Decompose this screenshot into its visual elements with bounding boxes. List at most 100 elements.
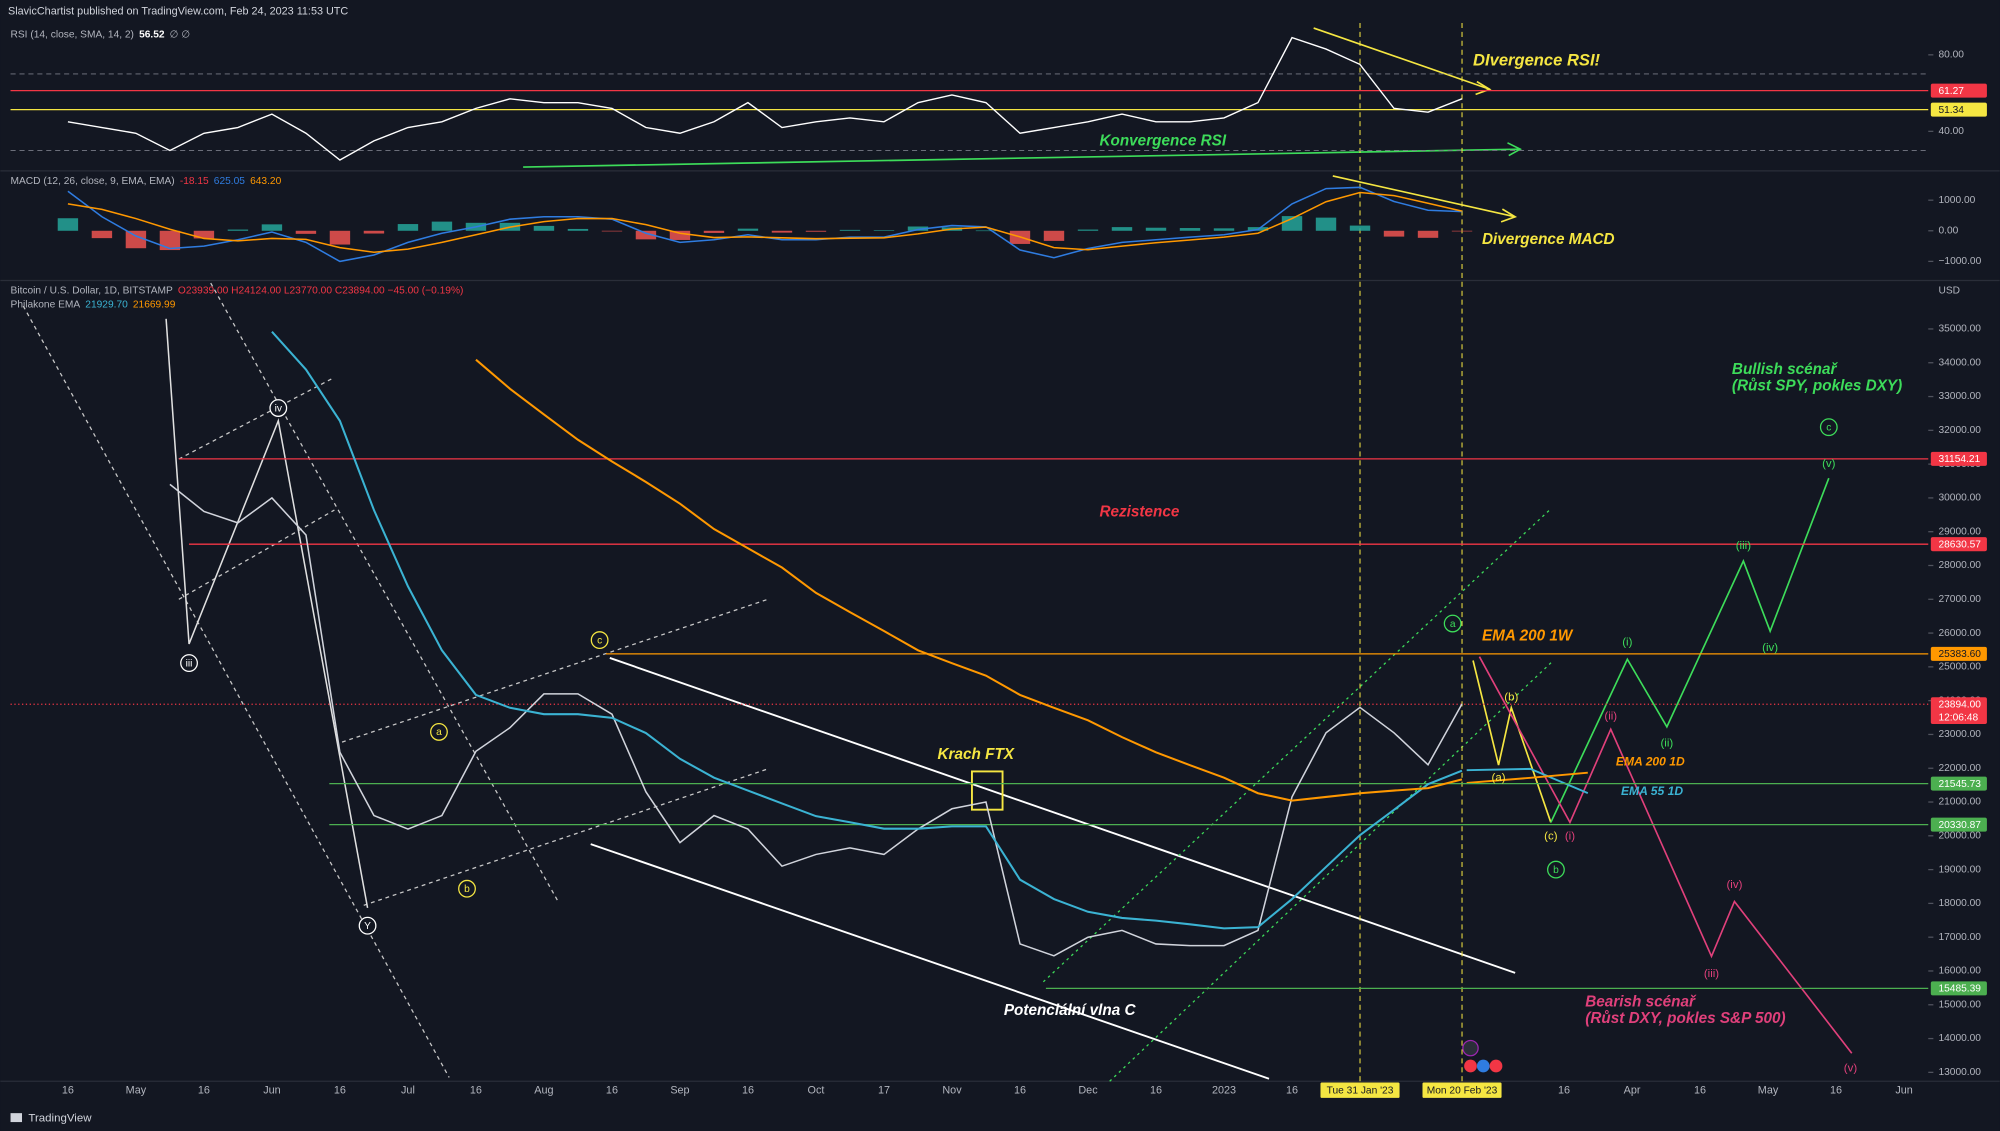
- trend-line: [210, 282, 560, 904]
- brand-text: TradingView: [28, 1112, 92, 1124]
- wave-label: (iv): [1726, 879, 1742, 891]
- level-label: 61.27: [1938, 86, 1964, 97]
- wave-label: c: [1826, 422, 1831, 433]
- legend-item: -18.15: [180, 176, 209, 187]
- level-label-box: [1930, 83, 1987, 98]
- legend-item: Bitcoin / U.S. Dollar, 1D, BITSTAMP: [11, 285, 173, 296]
- x-tick-label: 16: [470, 1085, 482, 1097]
- wave-circle: [590, 631, 609, 650]
- x-tick-label: 16: [606, 1085, 618, 1097]
- wave-label: a: [1450, 619, 1456, 630]
- y-tick-label: 26000.00: [1938, 628, 1981, 639]
- series-line: [169, 483, 1463, 957]
- y-tick-label: 19000.00: [1938, 864, 1981, 875]
- legend-item: 643.20: [250, 176, 281, 187]
- level-label: 20330.87: [1938, 820, 1981, 831]
- legend: Philakone EMA 21929.70 21669.99: [11, 299, 176, 310]
- legend-item: 56.52: [139, 29, 165, 40]
- annotation: Potenciální vlna C: [1004, 1002, 1137, 1019]
- x-tick-label: Sep: [670, 1085, 689, 1097]
- annotation: EMA 200 1W: [1482, 627, 1574, 644]
- wave-label: Y: [364, 921, 371, 932]
- wave-circle: [180, 654, 198, 672]
- x-tick-label: 16: [198, 1085, 210, 1097]
- legend-item: RSI (14, close, SMA, 14, 2): [11, 29, 134, 40]
- x-tick-label: Apr: [1624, 1085, 1641, 1097]
- wave-label: iii: [186, 658, 193, 669]
- annotation: Rezistence: [1099, 504, 1179, 521]
- legend: RSI (14, close, SMA, 14, 2) 56.52 ∅ ∅: [11, 29, 191, 40]
- legend-item: ∅ ∅: [170, 29, 191, 40]
- legend: Bitcoin / U.S. Dollar, 1D, BITSTAMP O2393…: [11, 285, 464, 296]
- y-tick-label: 29000.00: [1938, 526, 1981, 537]
- y-tick-label: 27000.00: [1938, 594, 1981, 605]
- trend-line: [178, 376, 335, 460]
- histogram-bar: [329, 230, 351, 245]
- wave-label: (iv): [1762, 642, 1778, 654]
- histogram-bar: [805, 230, 827, 232]
- y-tick-label: −1000.00: [1938, 256, 1981, 267]
- histogram-bar: [1077, 229, 1099, 231]
- y-tick-label: 21000.00: [1938, 797, 1981, 808]
- wave-circle: [1547, 860, 1565, 879]
- level-label: 21545.73: [1938, 779, 1981, 790]
- wave-label: (i): [1622, 637, 1632, 649]
- series-line: [271, 330, 1463, 930]
- y-tick-label: 22000.00: [1938, 763, 1981, 774]
- brand-logo: [10, 1113, 23, 1123]
- annotation: Divergence MACD: [1482, 231, 1615, 248]
- y-tick-label: 28000.00: [1938, 560, 1981, 571]
- wave-circle: [1819, 418, 1838, 437]
- annotation: (Růst SPY, pokles DXY): [1732, 377, 1902, 394]
- arrow: [1313, 27, 1490, 91]
- level-label-box: [1930, 451, 1987, 466]
- histogram-bar: [261, 224, 283, 231]
- y-tick-label: 32000.00: [1938, 425, 1981, 436]
- level-label: 25383.60: [1938, 649, 1981, 660]
- wave-label: iv: [275, 403, 283, 414]
- histogram-bar: [57, 218, 79, 231]
- projection-path: [1466, 771, 1588, 784]
- wave-label: a: [436, 727, 442, 738]
- x-tick-label: 16: [742, 1085, 754, 1097]
- event-icon: [1476, 1059, 1490, 1073]
- histogram-bar: [1213, 228, 1235, 231]
- projection-path: [1472, 660, 1552, 823]
- macd-line: [67, 191, 1463, 253]
- annotation: EMA 200 1D: [1616, 755, 1685, 769]
- histogram-bar: [1179, 228, 1201, 231]
- histogram-bar: [363, 230, 385, 234]
- y-tick-label: 23000.00: [1938, 729, 1981, 740]
- trend-line: [22, 305, 450, 1078]
- y-tick-label: 16000.00: [1938, 966, 1981, 977]
- level-label: 51.34: [1938, 105, 1964, 116]
- channel-line: [609, 657, 1516, 974]
- arrowhead: [1507, 142, 1523, 157]
- wave-circle: [269, 399, 288, 417]
- projection-path: [1478, 656, 1853, 1054]
- histogram-bar: [125, 230, 147, 249]
- x-tick-label: 16: [62, 1085, 74, 1097]
- x-marker-box: [1422, 1082, 1502, 1098]
- wave-label: (c): [1544, 830, 1558, 842]
- projection-path: [1550, 477, 1830, 823]
- y-tick-label: 34000.00: [1938, 357, 1981, 368]
- axis-label: USD: [1938, 285, 1960, 296]
- x-tick-label: Tue 31 Jan '23: [1327, 1086, 1394, 1097]
- histogram-bar: [159, 230, 181, 251]
- wave-label: c: [597, 635, 602, 646]
- histogram-bar: [975, 230, 997, 232]
- histogram-bar: [907, 226, 929, 231]
- histogram-bar: [1315, 217, 1337, 231]
- x-marker-box: [1320, 1082, 1400, 1098]
- trend-line: [1042, 509, 1550, 983]
- x-tick-label: Aug: [534, 1085, 553, 1097]
- arrowhead: [1500, 208, 1518, 223]
- wave-label: (v): [1822, 458, 1836, 470]
- level-label: 31154.21: [1938, 454, 1980, 465]
- x-tick-label: Jun: [1895, 1085, 1912, 1097]
- histogram-bar: [1111, 227, 1133, 231]
- legend-item: MACD (12, 26, close, 9, EMA, EMA): [11, 176, 175, 187]
- event-icon: [1462, 1039, 1479, 1057]
